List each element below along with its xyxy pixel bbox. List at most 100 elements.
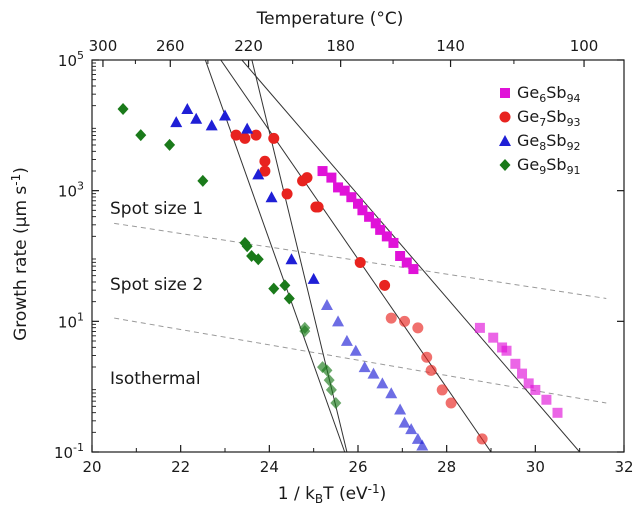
data-point [523,378,534,389]
data-point [283,292,295,305]
data-point [320,299,333,310]
data-point [265,191,278,203]
top-tick-label: 300 [89,37,118,55]
data-point [398,416,411,428]
data-point [411,432,424,444]
y-tick-label: 103 [58,180,84,201]
x-tick-label: 28 [437,458,456,476]
data-point [401,257,412,268]
data-point [307,272,320,284]
data-point [252,168,265,180]
region-label-isothermal: Isothermal [110,369,201,389]
data-point [279,279,291,292]
data-point [268,282,280,295]
data-point [330,397,342,409]
x-axis-title: 1 / kBT (eV-1) [278,482,387,506]
y-axis-title: Growth rate (µm s-1) [9,167,31,341]
data-point [552,407,563,418]
x-tick-label: 24 [260,458,279,476]
data-point [268,132,280,144]
data-point [321,364,333,377]
data-point [385,312,397,324]
data-point [395,251,406,261]
data-point [301,172,313,184]
data-point [230,129,242,141]
data-point [474,322,485,333]
data-point [517,368,528,379]
top-tick-label: 180 [326,37,355,55]
y-tick-label: 105 [58,49,84,70]
data-point [250,129,262,141]
data-point [333,182,344,193]
data-point [421,351,433,363]
data-point [340,334,353,346]
data-point [357,205,368,216]
data-point [381,231,392,242]
data-point [197,174,209,187]
x-tick-label: 20 [82,458,101,476]
data-point [354,257,366,269]
series-Ge9Sb91 [117,103,342,409]
data-point [170,116,183,128]
data-point [416,439,429,451]
data-point [412,322,424,334]
data-point [241,240,253,253]
region-label-spot-size-1: Spot size 1 [110,199,203,219]
data-point [370,218,381,229]
data-points [117,103,563,451]
data-point [408,264,419,275]
legend-label: Ge9Sb91 [517,155,581,177]
legend-label: Ge7Sb93 [517,107,581,129]
data-point [299,325,311,338]
data-point [399,315,411,327]
data-point [281,188,293,200]
legend-marker [499,159,511,171]
separator-line [114,317,607,404]
data-point [181,103,194,114]
data-point [436,384,448,396]
data-point [339,185,350,196]
data-point [388,237,399,248]
series-Ge7Sb93 [230,129,488,445]
x-tick-label: 32 [614,458,633,476]
separator-line [114,222,607,299]
data-point [205,119,218,131]
data-point [332,315,345,327]
legend-marker [499,111,511,123]
data-point [285,253,298,265]
data-point [375,224,386,235]
data-point [405,423,418,435]
data-point [259,155,271,167]
y-tick-label: 101 [58,310,84,331]
series-Ge6Sb94 [317,166,563,418]
data-point [501,345,512,356]
axis-ticks [91,59,625,453]
region-label-spot-size-2: Spot size 2 [110,275,203,295]
top-tick-label: 100 [570,37,599,55]
data-point [425,364,437,376]
y-tick-labels: 10-1 101 103 105 [54,49,84,462]
data-point [376,377,389,389]
data-point [190,112,203,124]
series-Ge8Sb92 [170,103,429,451]
data-point [364,211,375,222]
data-point [346,192,357,203]
legend-label: Ge6Sb94 [517,83,581,105]
data-point [510,358,521,369]
data-point [317,166,328,177]
data-point [241,122,254,134]
data-point [135,129,147,142]
fit-line [241,60,581,452]
legend-marker [500,88,510,98]
data-point [259,165,271,177]
data-point [476,433,488,445]
x-tick-label: 22 [171,458,190,476]
data-point [117,103,129,115]
data-point [239,132,251,144]
data-point [358,361,371,373]
data-point [445,397,457,409]
data-point [379,279,391,291]
y-tick-label: 10-1 [54,441,84,462]
data-point [349,344,362,356]
